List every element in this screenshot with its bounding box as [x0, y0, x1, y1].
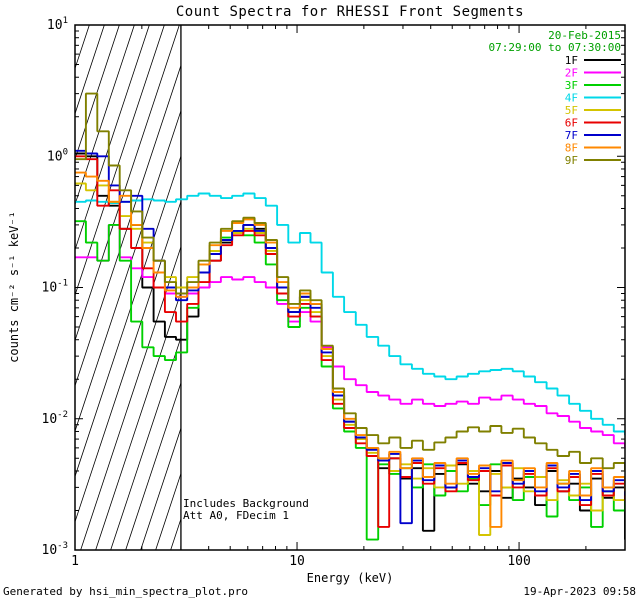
x-tick-label: 10	[289, 554, 305, 569]
y-tick-label: 10-1	[42, 279, 69, 296]
render-timestamp: 19-Apr-2023 09:58	[523, 585, 636, 598]
observation-date: 20-Feb-2015	[548, 29, 621, 42]
hatch-line	[75, 25, 135, 206]
hatch-line	[75, 25, 120, 161]
hatch-line	[140, 426, 181, 550]
series-1F-curve	[75, 152, 625, 540]
series-4F-curve	[75, 192, 625, 436]
hatch-line	[75, 64, 181, 388]
legend-label-2F: 2F	[565, 67, 578, 80]
x-tick-label: 100	[507, 554, 530, 569]
x-tick-label: 1	[71, 554, 79, 569]
hatch-line	[110, 336, 181, 550]
y-tick-label: 10-3	[42, 541, 69, 558]
legend-label-5F: 5F	[565, 104, 578, 117]
x-axis-label: Energy (keV)	[306, 571, 394, 585]
legend-label-8F: 8F	[565, 142, 578, 155]
plot-border	[74, 24, 626, 551]
hatch-line	[75, 25, 150, 251]
spectra-curves	[75, 92, 625, 541]
y-tick-label: 10-2	[42, 410, 69, 427]
observation-time-range: 07:29:00 to 07:30:00	[488, 41, 621, 54]
series-5F-curve	[75, 182, 625, 536]
chart-title: Count Spectra for RHESSI Front Segments	[175, 4, 525, 20]
y-tick-label: 101	[47, 16, 68, 33]
y-tick-label: 100	[47, 147, 68, 164]
hatch-line	[95, 290, 181, 550]
attenuator-note: Att A0, FDecim 1	[183, 509, 289, 522]
hatch-line	[75, 25, 105, 115]
hatch-line	[75, 25, 180, 342]
series-7F-curve	[75, 149, 625, 525]
legend-label-9F: 9F	[565, 154, 578, 167]
legend-label-3F: 3F	[565, 79, 578, 92]
y-axis-label: counts cm⁻² s⁻¹ keV⁻¹	[7, 211, 21, 363]
series-6F-curve	[75, 155, 625, 528]
series-8F-curve	[75, 171, 625, 528]
hatch-line	[125, 381, 181, 550]
legend-label-6F: 6F	[565, 117, 578, 130]
legend-label-7F: 7F	[565, 129, 578, 142]
hatch-line	[75, 154, 181, 478]
series-2F-curve	[75, 223, 625, 448]
series-9F-curve	[75, 92, 625, 471]
generator-credit: Generated by hsi_min_spectra_plot.pro	[3, 585, 249, 598]
legend-label-1F: 1F	[565, 54, 578, 67]
legend-label-4F: 4F	[565, 92, 578, 105]
background-note: Includes Background	[183, 497, 309, 510]
